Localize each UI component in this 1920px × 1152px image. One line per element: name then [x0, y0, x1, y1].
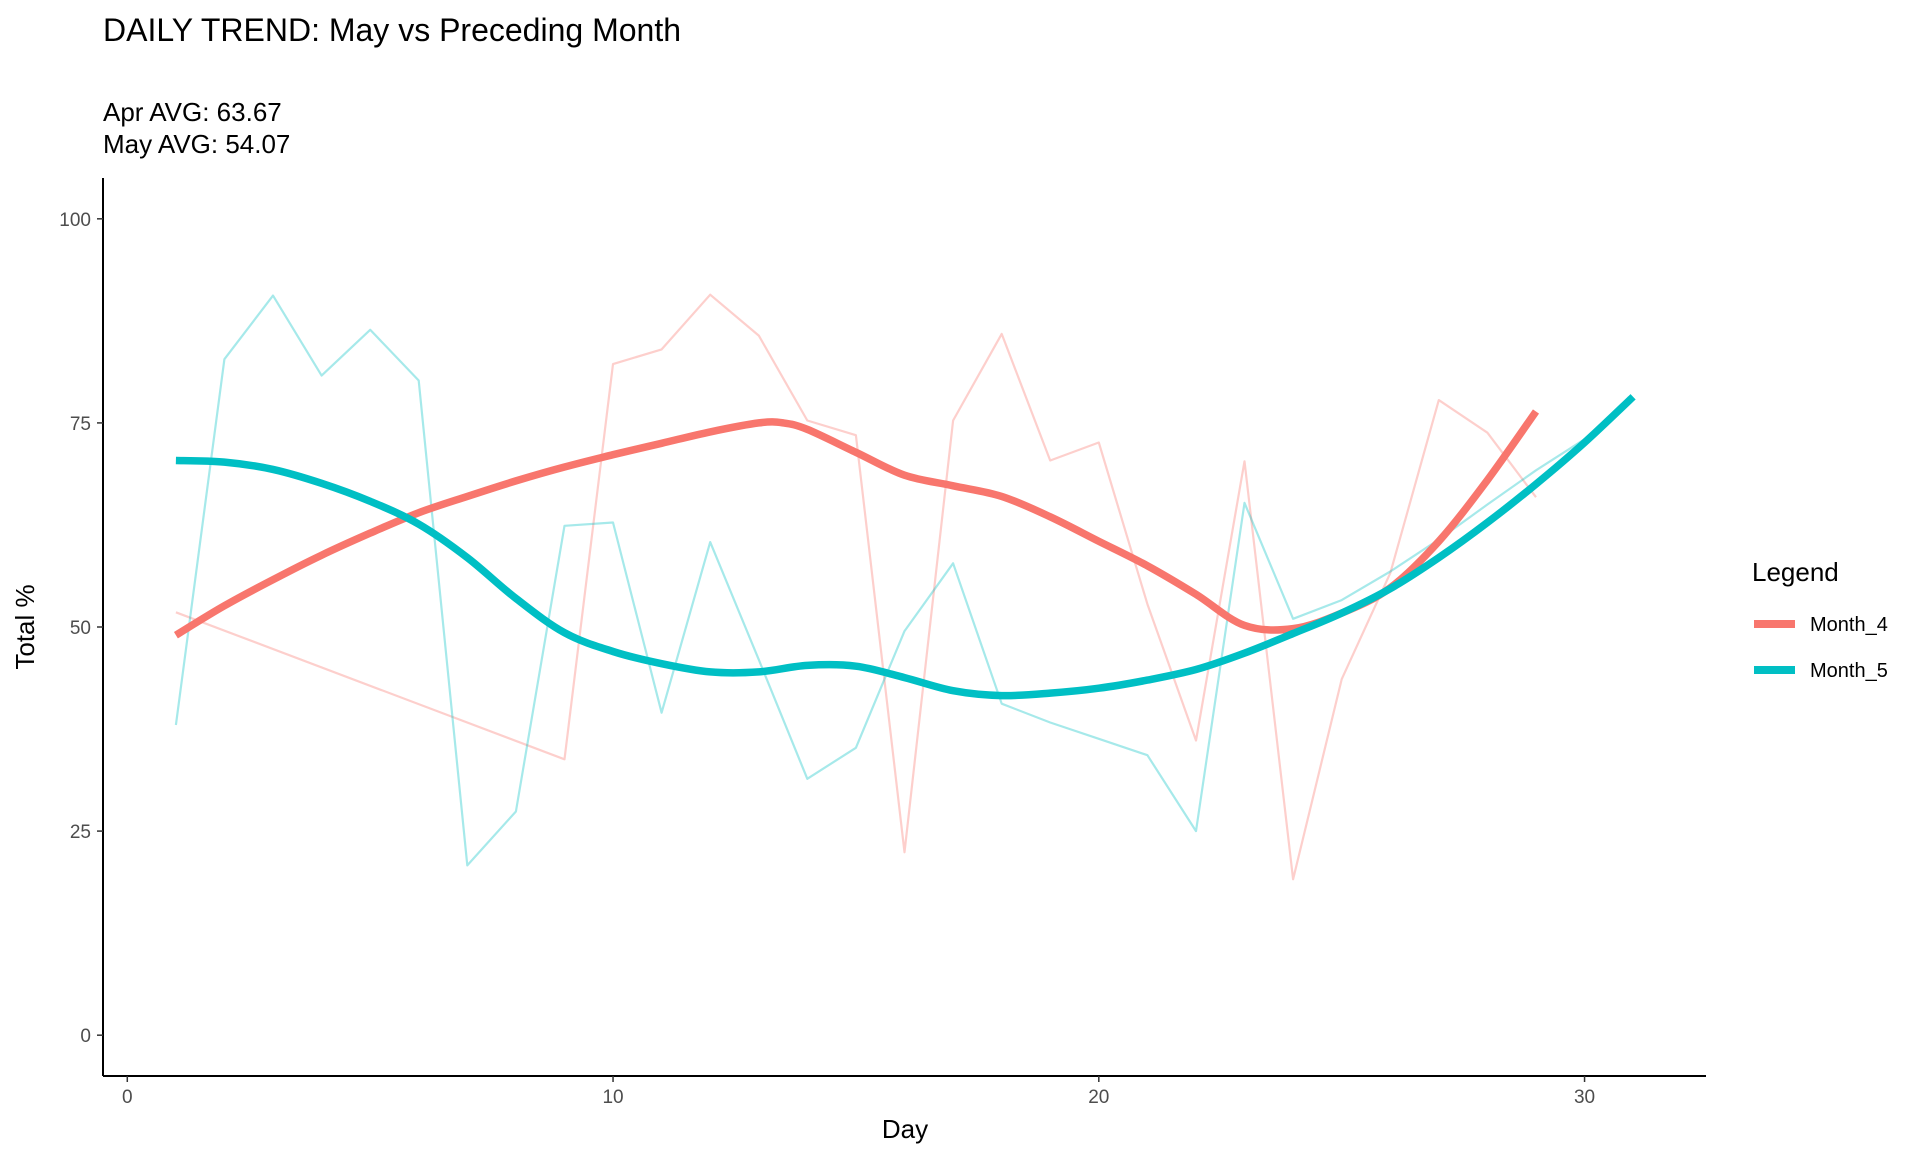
x-tick-label: 10: [602, 1087, 623, 1108]
chart-title: DAILY TREND: May vs Preceding Month: [103, 12, 681, 48]
x-axis-ticks: 0 10 20 30: [122, 1076, 1595, 1108]
y-tick-label: 25: [70, 822, 91, 843]
legend-title: Legend: [1752, 557, 1839, 587]
legend: Legend Month_4 Month_5: [1752, 557, 1888, 682]
y-tick-label: 100: [59, 210, 91, 231]
y-tick-label: 50: [70, 618, 91, 639]
x-tick-label: 20: [1088, 1087, 1109, 1108]
y-tick-label: 0: [80, 1026, 91, 1047]
raw-line-month-4: [175, 293, 1537, 881]
legend-label-month-4: Month_4: [1810, 614, 1888, 636]
raw-series-layer: [174, 293, 1586, 881]
legend-label-month-5: Month_5: [1810, 660, 1888, 682]
y-tick-label: 75: [70, 414, 91, 435]
x-tick-label: 30: [1574, 1087, 1595, 1108]
y-axis-ticks: 0 25 50 75 100: [59, 210, 103, 1047]
x-axis-title: Day: [882, 1114, 928, 1144]
x-tick-label: 0: [122, 1087, 133, 1108]
y-axis-title: Total %: [10, 584, 40, 669]
smooth-series-layer: [173, 394, 1636, 700]
chart-subtitle-line-2: May AVG: 54.07: [103, 129, 290, 159]
smooth-line-month-5: [175, 394, 1636, 700]
raw-line-month-5: [174, 294, 1586, 867]
chart-subtitle-line-1: Apr AVG: 63.67: [103, 97, 282, 127]
